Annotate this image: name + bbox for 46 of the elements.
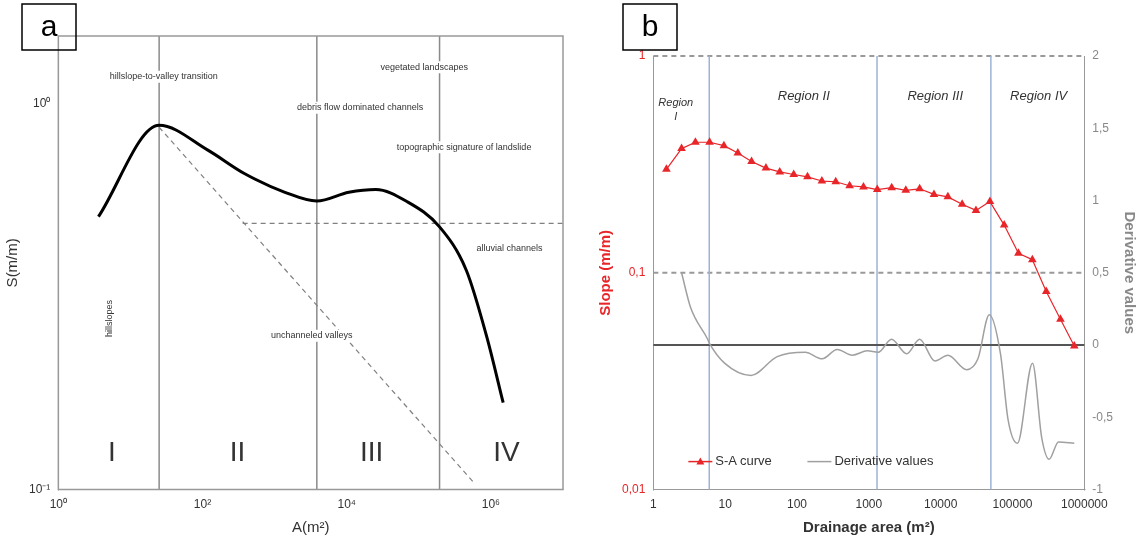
- annotation: vegetated landscapes: [380, 61, 469, 72]
- x-tick-label: 100: [787, 497, 808, 512]
- annotation: I: [107, 436, 116, 468]
- legend-label: Derivative values: [834, 453, 934, 469]
- x-tick-label: 1000000: [1060, 497, 1109, 512]
- y-axis-title: S(m/m): [3, 238, 21, 288]
- annotation: II: [229, 436, 246, 468]
- y2-tick-label: -0,5: [1092, 409, 1114, 424]
- y-tick-label: 10⁻¹: [29, 481, 51, 496]
- annotation: III: [360, 436, 384, 468]
- annotation: Region IV: [1010, 87, 1069, 103]
- y-axis-title: Slope (m/m): [596, 229, 614, 316]
- legend-label: S-A curve: [715, 453, 772, 469]
- y-tick-label: 0,01: [622, 481, 646, 496]
- annotation: Region II: [777, 87, 831, 103]
- x-tick-label: 100000: [992, 497, 1033, 512]
- chart-title: a: [40, 9, 58, 43]
- annotation: alluvial channels: [476, 243, 544, 254]
- x-tick-label: 1: [650, 497, 658, 512]
- x-tick-label: 10⁶: [481, 497, 501, 512]
- y2-axis-title: Derivative values: [1121, 211, 1139, 335]
- y2-tick-label: 0,5: [1092, 265, 1110, 280]
- annotation: Region I: [658, 96, 694, 123]
- x-tick-label: 1000: [855, 497, 883, 512]
- annotation: debris flow dominated channels: [297, 102, 424, 113]
- annotation: topographic signature of landslide: [396, 141, 532, 152]
- x-tick-label: 10: [718, 497, 733, 512]
- annotation: hillslopes: [104, 299, 115, 338]
- x-tick-label: 10⁰: [49, 497, 68, 512]
- annotation: hillslope-to-valley transition: [109, 71, 218, 82]
- y2-tick-label: 1,5: [1092, 120, 1110, 135]
- y-tick-label: 0,1: [628, 265, 646, 280]
- x-tick-label: 10000: [923, 497, 958, 512]
- y2-tick-label: -1: [1092, 481, 1104, 496]
- x-tick-label: 10⁴: [337, 497, 356, 512]
- x-tick-label: 10²: [193, 497, 212, 512]
- annotation: Region III: [907, 87, 964, 103]
- annotation: IV: [493, 436, 521, 468]
- y2-tick-label: 0: [1092, 337, 1100, 352]
- y2-tick-label: 1: [1092, 192, 1100, 207]
- chart-title: b: [641, 9, 659, 43]
- y-tick-label: 1: [638, 48, 646, 63]
- x-axis-title: A(m²): [291, 518, 330, 536]
- x-axis-title: Drainage area (m²): [802, 518, 935, 536]
- annotation: unchanneled valleys: [270, 330, 353, 341]
- y2-tick-label: 2: [1092, 48, 1100, 63]
